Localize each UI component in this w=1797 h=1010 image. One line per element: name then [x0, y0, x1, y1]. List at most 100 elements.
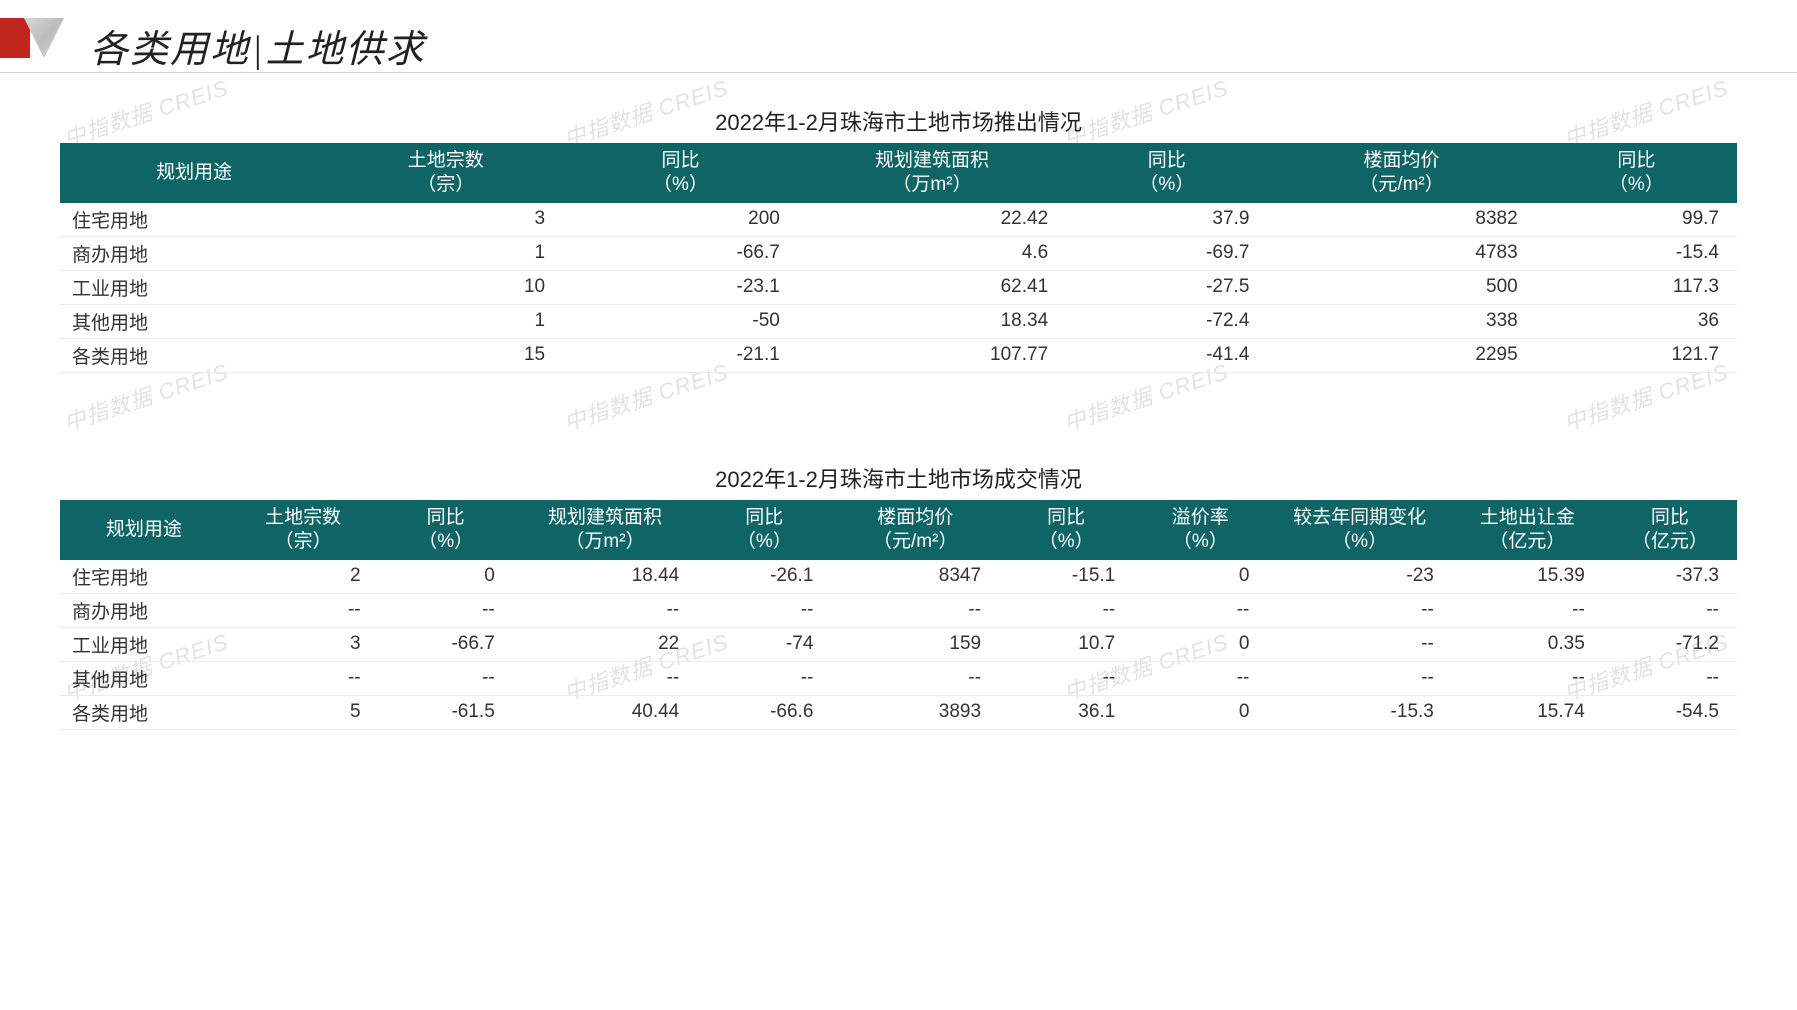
row-value: -- [1452, 593, 1603, 627]
header-l2: （亿元） [1489, 531, 1565, 552]
row-value: -- [1133, 661, 1267, 695]
table2-header-cell: 较去年同期变化 （%） [1267, 500, 1451, 560]
header-l2: （%） [1332, 531, 1387, 552]
row-value: 8347 [831, 560, 999, 594]
header-l2: （元/m²） [873, 531, 957, 552]
header-l1: 土地宗数 [408, 150, 484, 171]
table1-header-cell: 楼面均价（元/m²） [1267, 143, 1535, 203]
header-l2: （万m²） [892, 174, 971, 195]
row-value: -- [1603, 593, 1737, 627]
table1-header-cell: 规划建筑面积 （万m²） [798, 143, 1066, 203]
table2-header-cell: 同比（%） [999, 500, 1133, 560]
table1: 规划用途土地宗数（宗）同比（%）规划建筑面积（万m²）同比（%）楼面均价（元/m… [60, 143, 1737, 373]
row-value: 0 [1133, 695, 1267, 729]
row-value: 2295 [1267, 338, 1535, 372]
table2-title: 2022年1-2月珠海市土地市场成交情况 [60, 462, 1737, 494]
row-value: 3893 [831, 695, 999, 729]
header-l1: 同比 [1651, 507, 1689, 528]
row-value: 10.7 [999, 627, 1133, 661]
row-value: 18.44 [513, 560, 697, 594]
row-value: -23.1 [563, 270, 798, 304]
logo-gray-shape [24, 18, 64, 58]
row-value: -66.7 [563, 236, 798, 270]
row-label: 住宅用地 [60, 560, 228, 594]
row-value: 107.77 [798, 338, 1066, 372]
row-value: -- [513, 661, 697, 695]
row-value: -- [999, 593, 1133, 627]
row-value: -- [513, 593, 697, 627]
header-l1: 土地宗数 [265, 507, 341, 528]
row-value: -15.4 [1536, 236, 1737, 270]
header-l2: （万m²） [565, 531, 644, 552]
header-l1: 规划建筑面积 [875, 150, 989, 171]
row-label: 各类用地 [60, 338, 328, 372]
table-row: 其他用地-------------------- [60, 661, 1737, 695]
row-value: 15.74 [1452, 695, 1603, 729]
row-value: -- [228, 661, 379, 695]
table1-head: 规划用途土地宗数（宗）同比（%）规划建筑面积（万m²）同比（%）楼面均价（元/m… [60, 143, 1737, 203]
row-value: -- [1133, 593, 1267, 627]
table1-body: 住宅用地320022.4237.9838299.7商办用地1-66.74.6-6… [60, 203, 1737, 373]
row-value: 99.7 [1536, 203, 1737, 237]
page-root: 各类用地 | 土地供求 中指数据 CREIS中指数据 CREIS中指数据 CRE… [0, 0, 1797, 1010]
table2-header-cell: 同比 （亿元） [1603, 500, 1737, 560]
row-label: 商办用地 [60, 236, 328, 270]
header-l2: （%） [418, 531, 473, 552]
row-value: -66.6 [697, 695, 831, 729]
logo-red-shape [0, 18, 30, 58]
table2-header-cell: 规划建筑面积 （万m²） [513, 500, 697, 560]
row-value: -66.7 [379, 627, 513, 661]
header-l2: （%） [1609, 174, 1664, 195]
header-l2: （宗） [417, 174, 474, 195]
table2-header-cell: 规划用途 [60, 500, 228, 560]
row-value: -- [379, 661, 513, 695]
row-value: 0.35 [1452, 627, 1603, 661]
row-value: 62.41 [798, 270, 1066, 304]
header-l1: 较去年同期变化 [1293, 507, 1426, 528]
header-l1: 同比 [1617, 150, 1655, 171]
header-l2: （亿元） [1632, 531, 1708, 552]
row-value: 1 [328, 304, 563, 338]
header-l2: （%） [1039, 531, 1094, 552]
table-row: 各类用地15-21.1107.77-41.42295121.7 [60, 338, 1737, 372]
row-value: 10 [328, 270, 563, 304]
title-left: 各类用地 [90, 18, 250, 73]
table2: 规划用途土地宗数（宗）同比（%）规划建筑面积（万m²）同比（%）楼面均价（元/m… [60, 500, 1737, 730]
table2-header-cell: 同比（%） [697, 500, 831, 560]
table1-header-cell: 同比 （%） [1536, 143, 1737, 203]
row-label: 住宅用地 [60, 203, 328, 237]
row-value: 3 [328, 203, 563, 237]
row-value: 500 [1267, 270, 1535, 304]
header-l2: （%） [653, 174, 708, 195]
table2-header-cell: 楼面均价（元/m²） [831, 500, 999, 560]
row-value: 159 [831, 627, 999, 661]
row-value: -21.1 [563, 338, 798, 372]
table2-block: 2022年1-2月珠海市土地市场成交情况 规划用途土地宗数（宗）同比（%）规划建… [60, 462, 1737, 730]
header-l1: 规划建筑面积 [548, 507, 662, 528]
table2-body: 住宅用地2018.44-26.18347-15.10-2315.39-37.3商… [60, 560, 1737, 730]
row-value: -74 [697, 627, 831, 661]
row-value: 22 [513, 627, 697, 661]
table2-header-cell: 同比 （%） [379, 500, 513, 560]
row-value: 0 [1133, 560, 1267, 594]
row-value: -- [228, 593, 379, 627]
row-value: -- [697, 661, 831, 695]
header-l2: （%） [1173, 531, 1228, 552]
row-label: 其他用地 [60, 304, 328, 338]
row-value: -- [697, 593, 831, 627]
row-value: -54.5 [1603, 695, 1737, 729]
row-value: 3 [228, 627, 379, 661]
header-l1: 同比 [427, 507, 465, 528]
row-value: 36 [1536, 304, 1737, 338]
row-value: -15.3 [1267, 695, 1451, 729]
row-value: 1 [328, 236, 563, 270]
header-l2: （%） [1139, 174, 1194, 195]
row-value: 117.3 [1536, 270, 1737, 304]
table-row: 工业用地3-66.722-7415910.70--0.35-71.2 [60, 627, 1737, 661]
row-label: 各类用地 [60, 695, 228, 729]
row-value: -- [999, 661, 1133, 695]
row-value: -- [1267, 661, 1451, 695]
row-value: -72.4 [1066, 304, 1267, 338]
table-row: 商办用地1-66.74.6-69.74783-15.4 [60, 236, 1737, 270]
header-l1: 楼面均价 [1364, 150, 1440, 171]
